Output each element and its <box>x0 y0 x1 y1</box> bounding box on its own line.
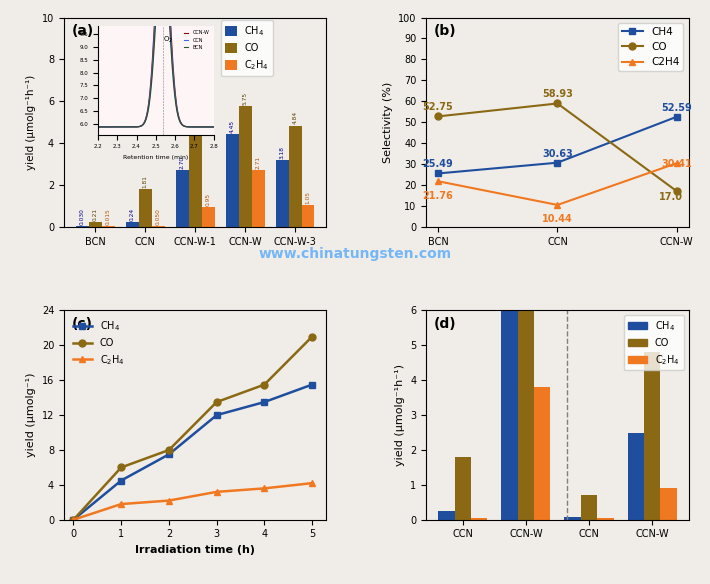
Legend: CH$_4$, CO, C$_2$H$_4$: CH$_4$, CO, C$_2$H$_4$ <box>69 315 129 370</box>
Text: (a): (a) <box>72 24 94 38</box>
Bar <box>581 495 597 520</box>
Legend: CH4, CO, C2H4: CH4, CO, C2H4 <box>618 23 684 71</box>
CH$_4$ <box>212 412 221 419</box>
Bar <box>518 0 534 520</box>
Legend: CH$_4$, CO, C$_2$H$_4$: CH$_4$, CO, C$_2$H$_4$ <box>221 20 273 76</box>
Bar <box>564 517 581 520</box>
Bar <box>628 433 644 520</box>
Text: 2.71: 2.71 <box>256 156 261 169</box>
C$_2$H$_4$ <box>308 479 317 486</box>
Text: 4.84: 4.84 <box>293 112 297 124</box>
Bar <box>471 518 487 520</box>
Text: (b): (b) <box>434 24 457 38</box>
Text: (d): (d) <box>434 317 457 331</box>
Text: 4.45: 4.45 <box>229 120 234 133</box>
Line: C$_2$H$_4$: C$_2$H$_4$ <box>70 479 315 523</box>
Bar <box>454 457 471 520</box>
C$_2$H$_4$ <box>165 497 173 504</box>
CH$_4$ <box>260 398 268 405</box>
CO <box>69 516 77 523</box>
Bar <box>251 170 265 227</box>
Text: www.chinatungsten.com: www.chinatungsten.com <box>258 247 452 261</box>
Text: 1.05: 1.05 <box>305 191 310 204</box>
Bar <box>76 226 89 227</box>
Bar <box>175 171 189 227</box>
X-axis label: Irradiation time (h): Irradiation time (h) <box>135 545 255 555</box>
CH$_4$ <box>165 451 173 458</box>
Bar <box>288 126 302 227</box>
Text: 5.75: 5.75 <box>243 92 248 105</box>
C$_2$H$_4$ <box>212 488 221 495</box>
CO <box>117 464 126 471</box>
C2H4 <box>672 159 681 166</box>
Bar <box>438 512 454 520</box>
Bar <box>501 154 518 520</box>
CO <box>553 100 562 107</box>
Bar <box>189 130 202 227</box>
Text: 0.030: 0.030 <box>80 208 84 225</box>
Bar <box>660 488 677 520</box>
Text: 25.49: 25.49 <box>422 159 454 169</box>
C$_2$H$_4$ <box>117 500 126 507</box>
C2H4 <box>434 178 442 185</box>
CH$_4$ <box>69 516 77 523</box>
CH4 <box>672 113 681 120</box>
Text: 58.93: 58.93 <box>542 89 573 99</box>
Bar <box>597 518 613 520</box>
Text: 30.63: 30.63 <box>542 148 573 158</box>
Text: 1.81: 1.81 <box>143 175 148 188</box>
Text: 21.76: 21.76 <box>422 190 454 201</box>
Line: CO: CO <box>70 333 315 523</box>
C2H4 <box>553 201 562 208</box>
Bar <box>202 207 214 227</box>
Bar <box>239 106 251 227</box>
CO <box>308 333 317 340</box>
Text: (c): (c) <box>72 317 93 331</box>
CO <box>260 381 268 388</box>
CO <box>434 113 442 120</box>
Text: 0.015: 0.015 <box>106 208 111 225</box>
CO <box>672 187 681 194</box>
Text: 52.75: 52.75 <box>422 102 454 112</box>
Bar <box>138 189 152 227</box>
Y-axis label: yield (μmolg⁻¹h⁻¹): yield (μmolg⁻¹h⁻¹) <box>26 75 36 170</box>
Text: 0.95: 0.95 <box>206 193 211 206</box>
CH$_4$ <box>117 477 126 484</box>
CO <box>165 447 173 454</box>
Text: 0.21: 0.21 <box>93 208 98 221</box>
Legend: CH$_4$, CO, C$_2$H$_4$: CH$_4$, CO, C$_2$H$_4$ <box>624 315 684 370</box>
Text: 3.18: 3.18 <box>280 146 285 159</box>
Y-axis label: yield (μmolg⁻¹): yield (μmolg⁻¹) <box>26 373 36 457</box>
Bar <box>302 205 315 227</box>
Y-axis label: Selectivity (%): Selectivity (%) <box>383 82 393 163</box>
Line: CO: CO <box>435 100 680 194</box>
C$_2$H$_4$ <box>260 485 268 492</box>
Text: 52.59: 52.59 <box>662 103 692 113</box>
Bar <box>275 160 288 227</box>
Text: 0.24: 0.24 <box>130 207 135 221</box>
Text: 10.44: 10.44 <box>542 214 573 224</box>
Text: 17.0: 17.0 <box>659 192 683 201</box>
Text: 2.70: 2.70 <box>180 156 185 169</box>
CH$_4$ <box>308 381 317 388</box>
Text: 30.41: 30.41 <box>662 159 692 169</box>
Bar <box>226 134 239 227</box>
Bar <box>152 226 165 227</box>
Line: C2H4: C2H4 <box>435 159 680 208</box>
C$_2$H$_4$ <box>69 516 77 523</box>
Bar <box>534 387 550 520</box>
CO <box>212 398 221 405</box>
Bar <box>126 222 138 227</box>
Y-axis label: yield (μmolg⁻¹h⁻¹): yield (μmolg⁻¹h⁻¹) <box>395 364 405 466</box>
Line: CH4: CH4 <box>435 113 680 177</box>
Text: 0.050: 0.050 <box>155 208 160 225</box>
Bar <box>644 352 660 520</box>
CH4 <box>434 170 442 177</box>
CH4 <box>553 159 562 166</box>
Line: CH$_4$: CH$_4$ <box>70 381 315 523</box>
Bar <box>89 223 102 227</box>
Text: 4.65: 4.65 <box>192 116 197 128</box>
